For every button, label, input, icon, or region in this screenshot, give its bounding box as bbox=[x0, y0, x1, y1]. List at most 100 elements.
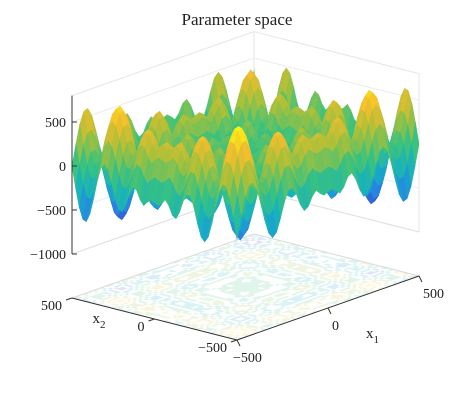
contour-cell bbox=[357, 268, 363, 271]
contour-cell bbox=[253, 253, 260, 255]
contour-cell bbox=[201, 313, 207, 315]
contour-cell bbox=[291, 248, 298, 250]
contour-cell bbox=[278, 314, 284, 317]
contour-cell bbox=[207, 329, 213, 332]
contour-cell bbox=[324, 259, 330, 262]
contour-cell bbox=[190, 257, 196, 259]
contour-cell bbox=[303, 262, 310, 264]
contour-cell bbox=[276, 255, 282, 257]
contour-cell bbox=[286, 281, 293, 284]
contour-cell bbox=[225, 288, 231, 290]
contour-cell bbox=[187, 287, 194, 290]
contour-cell bbox=[263, 314, 270, 317]
contour-cell bbox=[258, 237, 265, 240]
contour-cell bbox=[270, 251, 277, 254]
contour-cell bbox=[226, 334, 233, 337]
contour-cell bbox=[313, 257, 319, 259]
contour-cell bbox=[214, 320, 221, 323]
contour-cell bbox=[232, 295, 239, 298]
contour-cell bbox=[123, 297, 130, 299]
contour-cell bbox=[133, 307, 140, 309]
contour-cell bbox=[98, 294, 104, 297]
contour-cell bbox=[358, 274, 365, 277]
contour-cell bbox=[270, 272, 277, 274]
contour-cell bbox=[298, 295, 305, 298]
contour-cell bbox=[262, 304, 269, 307]
contour-cell bbox=[297, 247, 304, 250]
contour-cell bbox=[210, 271, 217, 274]
contour-cell bbox=[81, 293, 87, 296]
contour-cell bbox=[357, 283, 364, 285]
contour-cell bbox=[321, 292, 328, 295]
contour-cell bbox=[279, 305, 286, 308]
contour-cell bbox=[159, 286, 166, 288]
contour-cell bbox=[251, 287, 257, 290]
contour-cell bbox=[174, 264, 181, 266]
contour-cell bbox=[128, 281, 135, 284]
contour-cell bbox=[187, 289, 194, 292]
contour-cell bbox=[268, 319, 275, 322]
contour-cell bbox=[238, 258, 245, 261]
contour-cell bbox=[183, 261, 190, 263]
contour-cell bbox=[285, 303, 292, 306]
contour-cell bbox=[227, 257, 233, 260]
contour-cell bbox=[343, 299, 350, 302]
contour-cell bbox=[199, 288, 206, 291]
contour-cell bbox=[245, 247, 252, 250]
contour-cell bbox=[205, 264, 212, 267]
contour-cell bbox=[134, 285, 140, 287]
contour-cell bbox=[269, 315, 276, 318]
contour-cell bbox=[311, 282, 318, 285]
contour-cell bbox=[202, 287, 209, 290]
contour-cell bbox=[167, 290, 174, 292]
contour-cell bbox=[216, 251, 223, 253]
contour-cell bbox=[288, 267, 295, 270]
contour-cell bbox=[98, 292, 105, 295]
contour-cell bbox=[231, 317, 238, 320]
contour-cell bbox=[289, 317, 295, 320]
contour-cell bbox=[368, 271, 374, 273]
contour-cell bbox=[155, 314, 161, 317]
contour-cell bbox=[249, 276, 256, 278]
contour-cell bbox=[401, 277, 408, 280]
contour-cell bbox=[230, 287, 237, 290]
contour-cell bbox=[247, 326, 254, 329]
contour-cell bbox=[209, 295, 216, 297]
contour-cell bbox=[243, 335, 250, 337]
contour-cell bbox=[112, 294, 119, 297]
contour-cell bbox=[347, 291, 354, 294]
contour-cell bbox=[285, 285, 292, 287]
contour-cell bbox=[251, 247, 258, 249]
contour-cell bbox=[307, 257, 314, 260]
contour-cell bbox=[221, 274, 228, 277]
contour-cell bbox=[239, 304, 246, 307]
contour-cell bbox=[218, 255, 225, 258]
contour-cell bbox=[174, 280, 181, 283]
contour-cell bbox=[146, 293, 153, 296]
contour-cell bbox=[361, 278, 367, 281]
contour-cell bbox=[344, 291, 351, 293]
contour-cell bbox=[201, 256, 208, 259]
contour-cell bbox=[266, 296, 273, 299]
contour-cell bbox=[266, 316, 273, 319]
contour-cell bbox=[271, 301, 278, 304]
contour-cell bbox=[317, 280, 324, 283]
contour-cell bbox=[365, 266, 372, 269]
contour-cell bbox=[281, 254, 288, 257]
contour-cell bbox=[215, 314, 221, 317]
contour-cell bbox=[333, 275, 339, 277]
contour-cell bbox=[318, 275, 325, 277]
contour-cell bbox=[179, 285, 186, 288]
contour-cell bbox=[181, 311, 188, 314]
contour-cell bbox=[217, 302, 223, 305]
contour-cell bbox=[376, 273, 383, 276]
contour-cell bbox=[347, 289, 354, 292]
contour-cell bbox=[95, 293, 102, 296]
contour-cell bbox=[348, 268, 355, 270]
contour-cell bbox=[195, 278, 201, 281]
contour-cell bbox=[296, 291, 302, 294]
contour-cell bbox=[188, 267, 195, 270]
contour-cell bbox=[245, 324, 251, 327]
contour-cell bbox=[301, 276, 308, 279]
contour-cell bbox=[244, 329, 250, 332]
